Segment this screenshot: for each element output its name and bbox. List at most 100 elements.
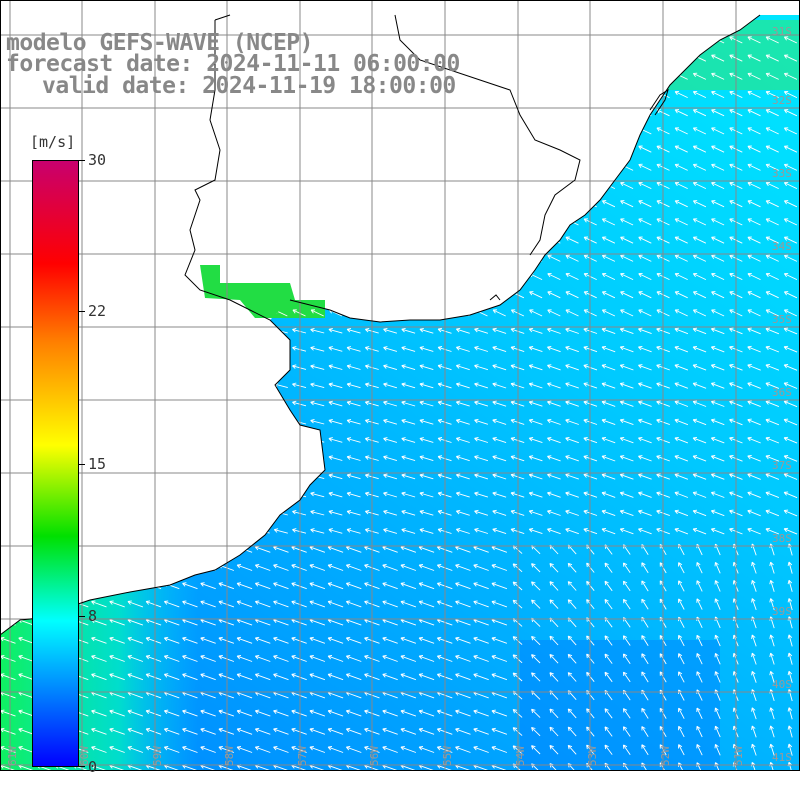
wind-arrow [291, 673, 307, 681]
wind-arrow [419, 528, 434, 534]
wind-arrow [528, 346, 543, 353]
wind-arrow [401, 163, 415, 171]
wind-arrow [787, 561, 793, 574]
wind-arrow [419, 473, 434, 480]
wind-arrow [182, 709, 198, 717]
wind-arrow [473, 636, 489, 644]
wind-arrow [91, 419, 106, 425]
wind-arrow [309, 655, 326, 662]
wind-arrow [565, 236, 579, 244]
wind-arrow [383, 473, 398, 480]
wind-arrow [638, 382, 652, 389]
wind-arrow [710, 509, 725, 517]
wind-arrow [328, 346, 343, 352]
wind-arrow [455, 327, 470, 334]
wind-arrow [696, 653, 703, 665]
wind-arrow [182, 636, 198, 644]
wind-arrow [327, 727, 344, 735]
wind-arrow [328, 291, 343, 299]
wind-arrow [419, 509, 434, 516]
wind-arrow [237, 473, 252, 479]
wind-arrow [641, 580, 649, 592]
wind-arrow [674, 109, 688, 117]
wind-arrow [237, 510, 252, 516]
wind-arrow [528, 364, 543, 371]
wind-arrow [218, 582, 235, 590]
wind-arrow [400, 564, 417, 571]
wind-arrow [547, 309, 561, 317]
wind-arrow [345, 673, 362, 681]
wind-arrow [383, 200, 397, 208]
wind-arrow [182, 455, 197, 461]
wind-arrow [219, 437, 234, 443]
wind-arrow [547, 509, 561, 516]
wind-arrow [401, 327, 416, 334]
wind-arrow [347, 145, 361, 153]
wind-arrow [164, 419, 179, 425]
wind-arrow [620, 90, 634, 99]
wind-arrow [310, 236, 324, 244]
wind-arrow [163, 746, 180, 753]
wind-arrow [401, 455, 416, 462]
wind-arrow [751, 670, 757, 683]
wind-arrow [783, 327, 798, 335]
wind-arrow [182, 582, 198, 590]
wind-arrow [256, 272, 270, 281]
wind-arrow [783, 436, 798, 444]
wind-arrow [714, 671, 721, 683]
wind-arrow [219, 254, 233, 262]
wind-arrow [345, 655, 362, 662]
wind-arrow [255, 328, 270, 334]
wind-arrow [183, 218, 197, 226]
wind-arrow [456, 90, 470, 99]
wind-arrow [310, 163, 324, 171]
wind-arrow [346, 455, 361, 461]
wind-arrow [692, 327, 707, 335]
wind-arrow [622, 671, 631, 683]
wind-arrow [345, 582, 362, 590]
wind-arrow [91, 582, 107, 590]
wind-arrow [200, 582, 216, 590]
wind-arrow [219, 236, 233, 244]
wind-arrow [747, 254, 761, 262]
wind-arrow [783, 418, 798, 426]
wind-arrow [347, 163, 361, 171]
wind-arrow [182, 727, 198, 735]
wind-arrow [474, 254, 488, 262]
wind-arrow [565, 36, 579, 44]
wind-arrow [146, 328, 161, 334]
wind-arrow [547, 181, 561, 190]
wind-arrow [163, 564, 180, 571]
wind-arrow [678, 744, 685, 756]
wind-arrow [1, 291, 15, 299]
wind-arrow [674, 36, 688, 44]
wind-arrow [714, 580, 721, 592]
wind-arrow [567, 653, 577, 664]
wind-arrow [418, 673, 435, 681]
wind-arrow [237, 419, 252, 425]
wind-arrow [765, 127, 779, 135]
wind-arrow [456, 145, 470, 153]
wind-arrow [383, 528, 398, 534]
wind-arrow [528, 327, 543, 334]
wind-arrow [419, 400, 434, 407]
wind-arrow [91, 346, 106, 352]
wind-arrow [638, 327, 652, 335]
wind-arrow [418, 746, 435, 753]
wind-arrow [419, 437, 434, 443]
wind-arrow [565, 90, 579, 99]
wind-arrow [692, 145, 707, 153]
wind-arrow [109, 636, 125, 644]
wind-arrow [347, 36, 361, 44]
wind-arrow [567, 726, 577, 737]
wind-arrow [310, 291, 324, 299]
wind-arrow [292, 382, 307, 389]
wind-arrow [91, 545, 107, 553]
wind-arrow [474, 90, 488, 99]
wind-arrow [529, 90, 543, 99]
wind-arrow [273, 673, 289, 681]
wind-arrow [382, 746, 398, 753]
wind-arrow [383, 272, 397, 281]
wind-arrow [1, 218, 15, 226]
wind-arrow [751, 634, 757, 647]
